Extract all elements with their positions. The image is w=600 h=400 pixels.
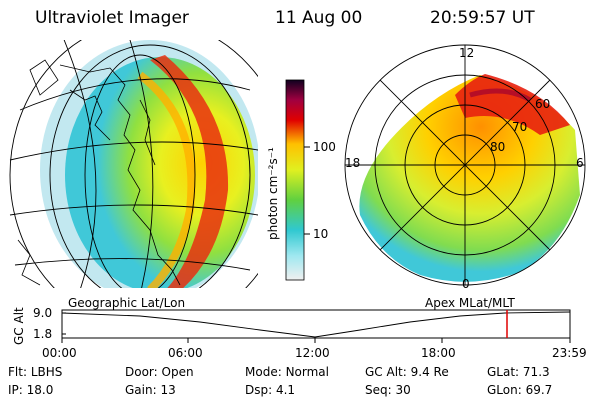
mlt-label-18: 18 [345, 156, 361, 170]
info-mode: Mode: Normal [245, 365, 329, 379]
mlt-label-0: 0 [462, 277, 470, 291]
time-tick-0600: 06:00 [168, 346, 203, 360]
geographic-image [9, 40, 258, 288]
mlt-label-12: 12 [459, 46, 475, 60]
mlt-label-6: 6 [576, 156, 584, 170]
instrument-title: Ultraviolet Imager [35, 8, 189, 28]
time-label: 20:59:57 UT [430, 8, 535, 28]
colorbar-label: photon cm⁻²s⁻¹ [266, 147, 280, 240]
info-gain: Gain: 13 [125, 383, 176, 397]
altitude-strip [61, 309, 571, 343]
lat-label-60: 60 [535, 97, 551, 111]
time-tick-0000: 00:00 [42, 346, 77, 360]
time-tick-1800: 18:00 [421, 346, 456, 360]
left-panel-caption: Geographic Lat/Lon [68, 296, 186, 310]
colorbar-tick-100: 100 [313, 140, 336, 154]
colorbar-tick-10: 10 [313, 227, 329, 241]
right-panel-caption: Apex MLat/MLT [425, 296, 515, 310]
time-tick-1200: 12:00 [295, 346, 330, 360]
polar-plot [344, 44, 586, 286]
lat-label-70: 70 [512, 120, 528, 134]
date-label: 11 Aug 00 [275, 8, 363, 28]
lat-label-80: 80 [490, 140, 506, 154]
altitude-ylabel: GC Alt [12, 307, 26, 345]
info-gc-alt: GC Alt: 9.4 Re [365, 365, 449, 379]
info-glat: GLat: 71.3 [487, 365, 550, 379]
altitude-ytick-low: 1.8 [33, 327, 53, 341]
info-seq: Seq: 30 [365, 383, 411, 397]
info-flt: Flt: LBHS [8, 365, 63, 379]
altitude-ytick-high: 9.0 [33, 306, 53, 320]
time-tick-2359: 23:59 [552, 346, 587, 360]
info-dsp: Dsp: 4.1 [245, 383, 296, 397]
info-door: Door: Open [125, 365, 194, 379]
info-ip: IP: 18.0 [8, 383, 54, 397]
info-glon: GLon: 69.7 [487, 383, 553, 397]
colorbar [285, 79, 310, 281]
